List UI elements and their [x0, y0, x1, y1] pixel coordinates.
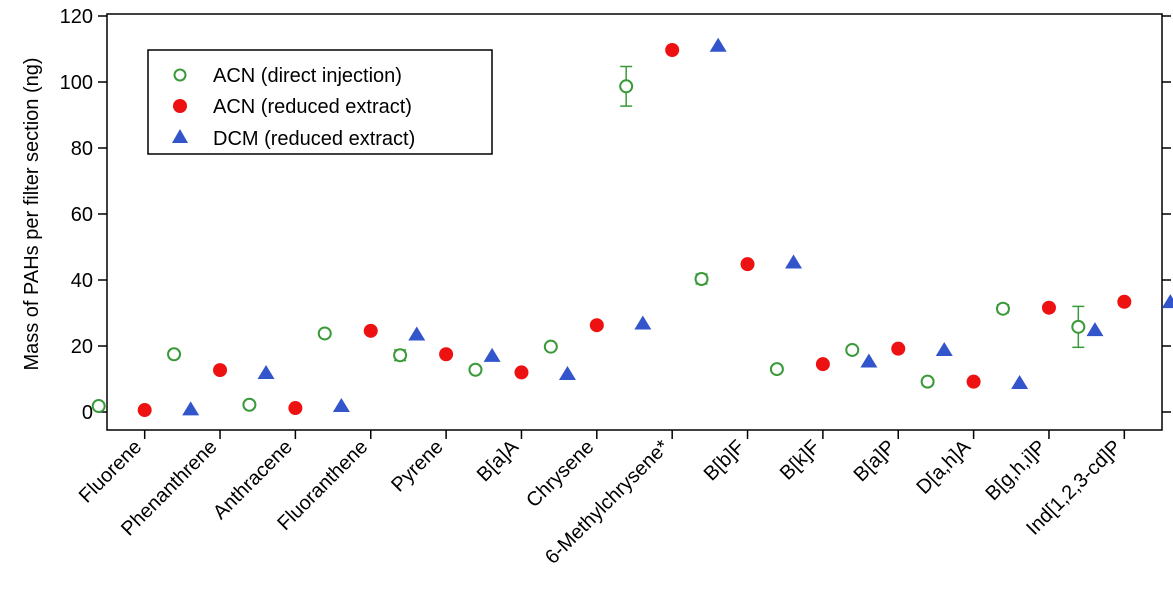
data-point-acn-reduced	[665, 42, 680, 57]
data-point-dcm-reduced	[558, 366, 576, 381]
data-point-acn-direct	[769, 362, 784, 377]
x-tick-label: B[a]P	[850, 436, 900, 486]
y-tick-label: 120	[60, 6, 93, 28]
x-tick-label: B[k]F	[776, 436, 825, 485]
y-tick-label: 100	[60, 72, 93, 94]
y-tick-label: 0	[82, 402, 93, 424]
data-point-dcm-reduced	[709, 37, 727, 52]
data-point-acn-direct	[543, 339, 558, 354]
data-point-acn-reduced	[439, 347, 454, 362]
x-tick-label: B[a]A	[473, 436, 524, 487]
data-point-dcm-reduced	[785, 254, 803, 269]
data-point-acn-direct	[1071, 319, 1086, 334]
plot-frame	[106, 13, 1163, 431]
data-point-dcm-reduced	[860, 353, 878, 368]
x-tick-label: Fluorene	[75, 436, 146, 507]
legend-label-acn-reduced: ACN (reduced extract)	[213, 96, 412, 118]
y-tick-label: 40	[71, 270, 93, 292]
data-point-acn-direct	[995, 301, 1010, 316]
data-point-acn-direct	[845, 342, 860, 357]
y-tick-label: 20	[71, 336, 93, 358]
legend-item-acn-direct: ACN (direct injection)	[173, 65, 402, 87]
data-point-acn-reduced	[1041, 300, 1056, 315]
legend-label-acn-direct: ACN (direct injection)	[213, 65, 402, 87]
data-point-acn-reduced	[514, 365, 529, 380]
data-point-acn-reduced	[891, 341, 906, 356]
data-point-acn-reduced	[137, 403, 152, 418]
data-point-acn-reduced	[1117, 294, 1132, 309]
legend-item-dcm-reduced: DCM (reduced extract)	[172, 128, 415, 150]
x-tick-label: B[g,h,i]P	[981, 436, 1050, 505]
legend: ACN (direct injection) ACN (reduced extr…	[147, 49, 493, 155]
data-point-dcm-reduced	[1161, 294, 1173, 309]
legend-marker-filled-circle-icon	[173, 99, 187, 113]
data-point-dcm-reduced	[935, 341, 953, 356]
legend-label-dcm-reduced: DCM (reduced extract)	[213, 128, 415, 150]
legend-marker-open-circle-icon	[173, 68, 187, 82]
y-tick-label: 60	[71, 204, 93, 226]
data-point-acn-reduced	[213, 363, 228, 378]
data-point-dcm-reduced	[483, 347, 501, 362]
x-tick-label: Chrysene	[522, 436, 598, 512]
x-tick-label: B[b]F	[700, 436, 749, 485]
data-point-dcm-reduced	[182, 401, 200, 416]
data-point-acn-direct	[694, 272, 709, 287]
data-point-dcm-reduced	[257, 365, 275, 380]
data-point-acn-direct	[619, 79, 634, 94]
data-point-dcm-reduced	[1011, 374, 1029, 389]
data-point-acn-reduced	[966, 374, 981, 389]
data-point-dcm-reduced	[1086, 322, 1104, 337]
data-point-acn-reduced	[815, 357, 830, 372]
data-point-acn-direct	[468, 362, 483, 377]
legend-marker-triangle-icon	[172, 129, 188, 143]
data-point-acn-direct	[167, 347, 182, 362]
data-point-acn-reduced	[288, 401, 303, 416]
data-point-acn-reduced	[363, 323, 378, 338]
data-point-acn-direct	[393, 348, 408, 363]
data-point-acn-reduced	[740, 257, 755, 272]
y-tick-label: 80	[71, 138, 93, 160]
data-point-acn-direct	[920, 374, 935, 389]
data-point-dcm-reduced	[634, 315, 652, 330]
x-tick-label: Pyrene	[387, 436, 447, 496]
x-tick-label: D[a,h]A	[912, 436, 975, 499]
data-point-acn-reduced	[589, 318, 604, 333]
legend-box	[147, 49, 493, 155]
data-point-dcm-reduced	[408, 326, 426, 341]
data-point-dcm-reduced	[332, 398, 350, 413]
legend-item-acn-reduced: ACN (reduced extract)	[173, 96, 412, 118]
y-axis-label: Mass of PAHs per filter section (ng)	[21, 57, 43, 370]
x-tick-label: 6-Methylchrysene*	[541, 436, 674, 569]
data-point-acn-direct	[242, 397, 257, 412]
data-point-acn-direct	[317, 326, 332, 341]
data-point-acn-direct	[91, 399, 106, 414]
